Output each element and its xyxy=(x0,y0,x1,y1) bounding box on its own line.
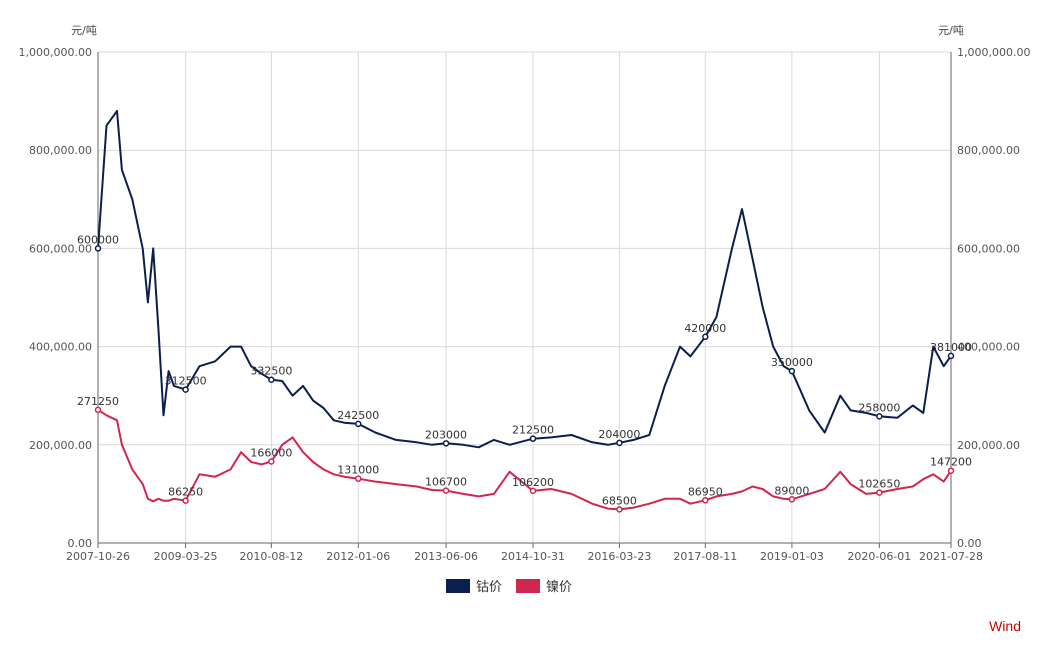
cobalt-point-marker xyxy=(355,420,362,428)
cobalt-data-label: 258000 xyxy=(858,401,900,414)
cobalt-data-label: 312500 xyxy=(165,375,207,388)
cobalt-point-marker xyxy=(94,245,102,252)
x-tick-label: 2007-10-26 xyxy=(66,550,130,563)
nickel-point-marker xyxy=(788,496,796,503)
x-tick-label: 2016-03-23 xyxy=(587,550,651,563)
cobalt-point-marker xyxy=(788,367,796,375)
legend-label-nickel: 镍价 xyxy=(546,580,573,595)
cobalt-data-label: 203000 xyxy=(425,428,467,441)
nickel-point-marker xyxy=(616,506,623,513)
x-tick-label: 2013-06-06 xyxy=(414,550,478,563)
nickel-point-marker xyxy=(268,458,275,465)
y-tick-label-right: 800,000.00 xyxy=(957,144,1020,157)
nickel-data-label: 102650 xyxy=(858,478,900,491)
x-tick-label: 2017-08-11 xyxy=(673,550,737,563)
legend-label-cobalt: 钴价 xyxy=(476,580,503,595)
nickel-data-label: 106200 xyxy=(512,476,554,489)
legend-swatch-nickel xyxy=(516,578,541,593)
wind-watermark: Wind xyxy=(989,618,1021,634)
x-tick-label: 2020-06-01 xyxy=(847,550,911,563)
nickel-point-marker xyxy=(947,467,955,474)
y-tick-label-right: 200,000.00 xyxy=(957,439,1020,452)
legend: 钴价 镍价 xyxy=(446,576,572,595)
nickel-data-label: 68500 xyxy=(602,494,637,507)
cobalt-point-marker xyxy=(702,333,709,341)
nickel-point-marker xyxy=(355,475,362,482)
legend-item-nickel[interactable]: 镍价 xyxy=(516,576,572,595)
y-tick-label-left: 1,000,000.00 xyxy=(19,46,92,59)
series-line-nickel xyxy=(97,408,952,511)
x-tick-label: 2012-01-06 xyxy=(326,550,390,563)
series-line-cobalt xyxy=(97,109,952,449)
cobalt-point-marker xyxy=(268,376,275,383)
legend-swatch-cobalt xyxy=(446,578,470,593)
y-tick-label-right: 600,000.00 xyxy=(957,242,1020,255)
nickel-point-marker xyxy=(442,487,450,494)
cobalt-point-marker xyxy=(876,413,883,420)
nickel-data-label: 86250 xyxy=(168,486,203,499)
y-tick-label-right: 0.00 xyxy=(957,537,982,550)
nickel-data-label: 271250 xyxy=(77,395,119,408)
cobalt-data-label: 212500 xyxy=(512,424,554,437)
x-tick-label: 2019-01-03 xyxy=(760,550,824,563)
y-tick-label-left: 600,000.00 xyxy=(29,242,92,255)
nickel-data-label: 106700 xyxy=(425,476,467,489)
cobalt-point-marker xyxy=(442,440,450,447)
cobalt-data-label: 242500 xyxy=(337,409,379,422)
nickel-data-label: 166000 xyxy=(250,446,292,459)
y-axis-unit-right: 元/吨 xyxy=(938,24,964,37)
nickel-point-marker xyxy=(702,497,709,504)
nickel-data-label: 147200 xyxy=(930,456,972,469)
cobalt-point-marker xyxy=(529,435,537,442)
cobalt-data-label: 332500 xyxy=(250,365,292,378)
cobalt-data-label: 420000 xyxy=(684,322,726,335)
x-tick-label: 2021-07-28 xyxy=(919,550,983,563)
y-tick-label-left: 200,000.00 xyxy=(29,439,92,452)
y-tick-label-right: 400,000.00 xyxy=(957,341,1020,354)
y-tick-label-left: 800,000.00 xyxy=(29,144,92,157)
cobalt-point-marker xyxy=(616,439,623,447)
cobalt-data-label: 204000 xyxy=(598,428,640,441)
cobalt-point-marker xyxy=(947,352,955,360)
cobalt-point-marker xyxy=(182,386,189,393)
y-tick-label-right: 1,000,000.00 xyxy=(957,46,1030,59)
nickel-data-label: 131000 xyxy=(337,464,379,477)
y-axis-unit-left: 元/吨 xyxy=(71,24,97,37)
nickel-point-marker xyxy=(182,497,189,504)
y-tick-label-left: 400,000.00 xyxy=(29,341,92,354)
x-tick-label: 2009-03-25 xyxy=(154,550,218,563)
nickel-point-marker xyxy=(94,406,102,414)
nickel-data-label: 86950 xyxy=(688,485,723,498)
nickel-data-label: 89000 xyxy=(774,484,809,497)
cobalt-data-label: 600000 xyxy=(77,233,119,246)
cobalt-data-label: 381000 xyxy=(930,341,972,354)
cobalt-data-label: 350000 xyxy=(771,356,813,369)
legend-item-cobalt[interactable]: 钴价 xyxy=(446,576,502,595)
x-tick-label: 2010-08-12 xyxy=(239,550,303,563)
nickel-point-marker xyxy=(876,489,883,496)
nickel-point-marker xyxy=(529,487,537,495)
x-tick-label: 2014-10-31 xyxy=(501,550,565,563)
y-tick-label-left: 0.00 xyxy=(68,537,93,550)
